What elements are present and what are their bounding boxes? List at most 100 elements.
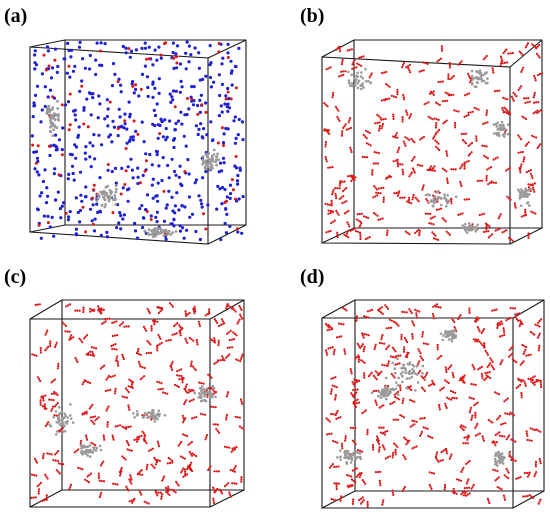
particle xyxy=(108,100,112,104)
particle xyxy=(88,207,93,211)
particle xyxy=(521,150,524,154)
particle xyxy=(525,189,529,192)
particle xyxy=(214,319,217,323)
particle xyxy=(396,136,399,139)
particle xyxy=(371,443,374,447)
particle xyxy=(118,115,122,119)
particle xyxy=(487,183,490,186)
particle xyxy=(467,154,470,157)
particle xyxy=(431,379,434,382)
particle xyxy=(475,70,478,73)
particle xyxy=(339,455,342,459)
particle xyxy=(230,83,234,87)
particle xyxy=(458,379,461,382)
particle xyxy=(413,141,416,144)
particle xyxy=(431,313,434,316)
particle xyxy=(334,396,337,399)
particle xyxy=(499,126,503,130)
particle xyxy=(451,396,454,399)
particle xyxy=(341,58,344,61)
particle xyxy=(436,348,439,351)
particle xyxy=(107,197,111,200)
particle xyxy=(536,52,539,56)
particle xyxy=(422,342,425,345)
particle xyxy=(501,62,504,65)
particle xyxy=(157,164,161,168)
particle xyxy=(394,159,397,162)
particle xyxy=(226,346,229,349)
particle xyxy=(121,44,125,49)
particle xyxy=(444,402,447,405)
particle xyxy=(391,454,394,457)
particle xyxy=(158,123,162,128)
particle xyxy=(377,162,380,165)
particle xyxy=(369,74,372,77)
particle xyxy=(382,196,385,199)
particle xyxy=(514,307,517,310)
particle xyxy=(477,338,480,341)
particle xyxy=(110,140,114,144)
particle xyxy=(100,309,103,312)
particle xyxy=(336,409,339,413)
particle xyxy=(182,377,185,380)
particle xyxy=(527,141,530,144)
particle xyxy=(419,138,422,141)
particle xyxy=(450,317,453,320)
particle xyxy=(503,435,506,438)
particle xyxy=(225,446,229,449)
particle xyxy=(510,95,513,98)
particle xyxy=(468,92,471,95)
particle xyxy=(337,213,340,216)
particle xyxy=(53,414,56,417)
particle xyxy=(189,53,193,57)
particle xyxy=(352,479,355,482)
particle xyxy=(45,45,50,49)
particle xyxy=(382,198,385,201)
particle xyxy=(192,85,196,89)
particle xyxy=(45,111,49,115)
particle xyxy=(105,114,109,119)
particle xyxy=(445,450,448,453)
particle xyxy=(67,304,70,307)
particle xyxy=(204,314,207,317)
particle xyxy=(522,158,526,161)
particle xyxy=(175,480,178,483)
particle xyxy=(145,441,148,444)
particle xyxy=(351,393,354,397)
particle xyxy=(187,195,191,199)
particle xyxy=(174,52,178,56)
particle xyxy=(100,479,103,483)
particle xyxy=(49,340,52,343)
particle xyxy=(498,227,501,230)
particle xyxy=(84,195,88,199)
particle xyxy=(343,125,346,128)
particle xyxy=(34,496,37,499)
particle xyxy=(338,184,341,187)
particle xyxy=(42,399,45,402)
particle xyxy=(376,194,379,197)
particle xyxy=(522,192,526,195)
particle xyxy=(472,225,476,229)
particle xyxy=(224,97,228,101)
particle xyxy=(536,336,540,339)
particle-cloud-d xyxy=(324,303,543,508)
particle xyxy=(482,437,485,440)
particle xyxy=(496,432,499,435)
particle xyxy=(487,364,490,367)
particle xyxy=(427,435,430,438)
particle xyxy=(370,72,373,75)
particle xyxy=(131,501,134,504)
particle xyxy=(48,398,51,401)
particle xyxy=(132,91,136,95)
particle xyxy=(201,160,205,164)
particle xyxy=(125,325,128,328)
particle xyxy=(366,237,369,240)
particle xyxy=(385,364,388,367)
particle xyxy=(470,416,473,419)
particle xyxy=(403,436,406,439)
particle xyxy=(182,134,186,138)
particle xyxy=(468,74,471,78)
particle xyxy=(78,89,82,93)
particle xyxy=(518,319,522,322)
particle xyxy=(113,334,117,337)
